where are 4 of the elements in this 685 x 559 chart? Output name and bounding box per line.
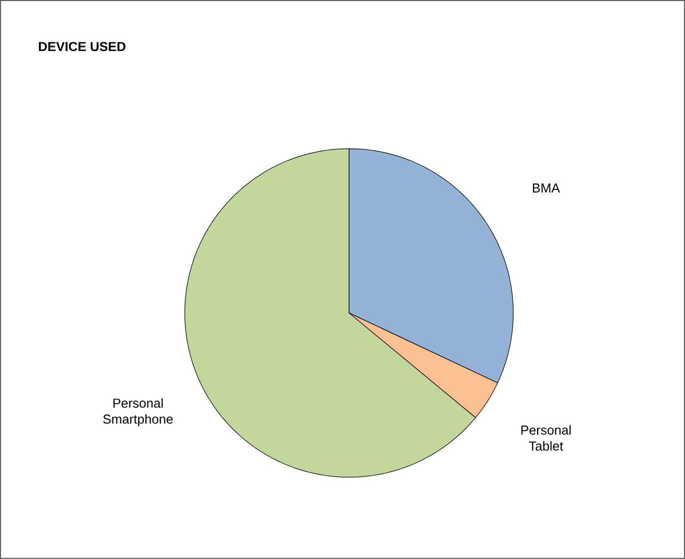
chart-title: DEVICE USED	[38, 42, 126, 52]
slice-label: Personal Tablet	[521, 425, 571, 451]
slice-label: Personal Smartphone	[103, 398, 173, 426]
slice-label: BMA	[532, 184, 560, 193]
